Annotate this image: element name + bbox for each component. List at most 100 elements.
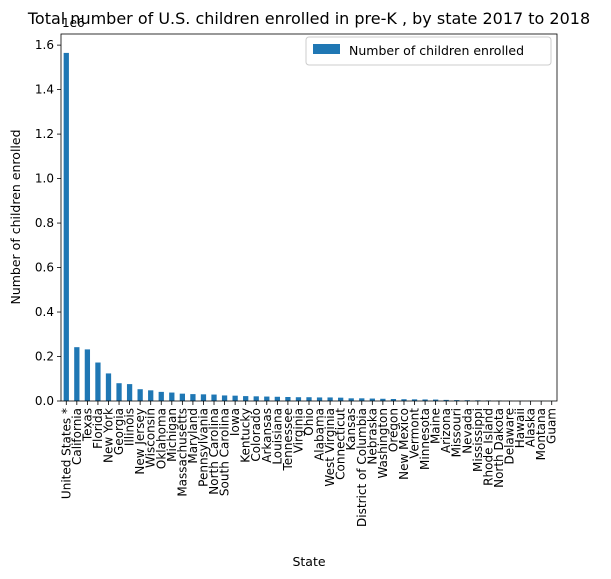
y-axis-label: Number of children enrolled bbox=[8, 129, 23, 304]
x-tick-label: Louisiana bbox=[270, 408, 284, 465]
x-tick-label: Maryland bbox=[186, 408, 200, 464]
x-tick-label: Mississippi bbox=[471, 408, 485, 472]
x-tick-label: Nevada bbox=[460, 408, 474, 454]
x-tick-label: District of Columbia bbox=[355, 408, 369, 527]
x-tick-label: Oregon bbox=[386, 408, 400, 452]
bar bbox=[243, 396, 249, 401]
bar bbox=[137, 389, 143, 401]
x-tick-label: New Mexico bbox=[397, 408, 411, 480]
x-tick-label: North Dakota bbox=[492, 408, 506, 488]
bar bbox=[380, 398, 386, 401]
y-tick-label: 0.4 bbox=[35, 305, 54, 319]
x-tick-label: California bbox=[70, 408, 84, 465]
bar bbox=[285, 396, 291, 401]
x-tick-label: Nebraska bbox=[365, 408, 379, 465]
legend-label: Number of children enrolled bbox=[349, 43, 524, 58]
x-tick-label: New York bbox=[101, 408, 115, 463]
x-tick-label: Arkansas bbox=[260, 408, 274, 463]
x-tick-label: Massachusetts bbox=[175, 408, 189, 497]
bar bbox=[316, 397, 323, 401]
bars bbox=[63, 52, 555, 401]
bar bbox=[190, 394, 196, 401]
x-tick-label: West Virginia bbox=[323, 408, 337, 487]
y-offset-label: 1e6 bbox=[62, 16, 85, 30]
bar bbox=[422, 399, 428, 401]
legend: Number of children enrolled bbox=[305, 36, 552, 66]
x-tick-label: Missouri bbox=[450, 408, 464, 457]
y-tick-label: 1.2 bbox=[35, 127, 54, 141]
x-tick-label: Tennessee bbox=[281, 408, 295, 472]
x-tick-label: Iowa bbox=[228, 408, 242, 436]
bar bbox=[253, 396, 259, 401]
x-tick-label: Oklahoma bbox=[154, 408, 168, 469]
x-tick-label: Colorado bbox=[249, 408, 263, 462]
bar bbox=[84, 349, 91, 401]
x-axis-label: State bbox=[292, 554, 325, 569]
bar bbox=[274, 396, 280, 401]
x-tick-label: Kentucky bbox=[239, 408, 253, 463]
x-tick-label: Maine bbox=[429, 408, 443, 444]
bar bbox=[338, 397, 344, 401]
x-tick-label: Guam bbox=[545, 408, 559, 444]
bar bbox=[264, 396, 270, 401]
x-tick-label: Florida bbox=[91, 408, 105, 449]
bar bbox=[105, 373, 112, 401]
x-tick-label: Alaska bbox=[524, 408, 538, 447]
y-tick-label: 0.0 bbox=[35, 394, 54, 408]
bar bbox=[401, 399, 407, 401]
chart-title: Total number of U.S. children enrolled i… bbox=[27, 9, 590, 28]
bar bbox=[348, 398, 354, 401]
bar bbox=[306, 397, 312, 401]
bar bbox=[148, 390, 154, 401]
x-tick-label: Arizona bbox=[439, 408, 453, 453]
x-tick-label: Connecticut bbox=[334, 408, 348, 480]
x-tick-label: Michigan bbox=[165, 408, 179, 462]
bar bbox=[221, 395, 228, 401]
bar bbox=[126, 384, 133, 401]
bar bbox=[74, 347, 80, 401]
x-tick-label: Texas bbox=[80, 408, 94, 442]
x-tick-label: Pennsylvania bbox=[196, 408, 210, 487]
x-tick-label: Georgia bbox=[112, 408, 126, 455]
x-tick-label: Washington bbox=[376, 408, 390, 479]
bar bbox=[116, 383, 122, 401]
y-tick-label: 1.4 bbox=[35, 83, 54, 97]
bar bbox=[158, 391, 164, 401]
bar bbox=[411, 399, 418, 401]
bar bbox=[454, 400, 460, 401]
x-tick-label: New Jersey bbox=[133, 408, 147, 475]
x-tick-label: Virginia bbox=[291, 408, 305, 453]
bar bbox=[433, 399, 439, 401]
x-tick-label: United States * bbox=[59, 408, 73, 499]
plot-frame bbox=[60, 33, 558, 402]
x-tick-label: Wisconsin bbox=[144, 408, 158, 468]
bar bbox=[211, 394, 217, 401]
y-tick-label: 0.8 bbox=[35, 216, 54, 230]
x-tick-label: Delaware bbox=[503, 408, 517, 465]
x-tick-label: Minnesota bbox=[418, 408, 432, 470]
x-tick-label: South Carolina bbox=[218, 408, 232, 496]
bar bbox=[63, 52, 69, 401]
x-tick-label: Alabama bbox=[313, 408, 327, 461]
bar bbox=[179, 393, 185, 401]
y-axis: 0.0 0.2 0.4 0.6 0.8 1.0 1.2 1.4 1.6 bbox=[35, 38, 61, 408]
bar bbox=[390, 398, 397, 401]
x-tick-label: Illinois bbox=[123, 408, 137, 446]
bar bbox=[95, 362, 101, 401]
x-tick-label: Kansas bbox=[344, 408, 358, 450]
x-tick-label: Rhode Island bbox=[481, 408, 495, 486]
legend-box bbox=[305, 36, 552, 66]
y-tick-label: 0.6 bbox=[35, 261, 54, 275]
x-tick-label: Hawaii bbox=[513, 408, 527, 448]
y-tick-label: 1.6 bbox=[35, 38, 54, 52]
y-tick-label: 1.0 bbox=[35, 172, 54, 186]
bar bbox=[327, 397, 333, 401]
bar bbox=[359, 398, 365, 401]
bar bbox=[169, 392, 175, 401]
x-tick-label: Montana bbox=[534, 408, 548, 460]
bar bbox=[232, 395, 238, 401]
x-tick-label: Ohio bbox=[302, 408, 316, 436]
bar bbox=[369, 398, 375, 401]
y-tick-label: 0.2 bbox=[35, 350, 54, 364]
